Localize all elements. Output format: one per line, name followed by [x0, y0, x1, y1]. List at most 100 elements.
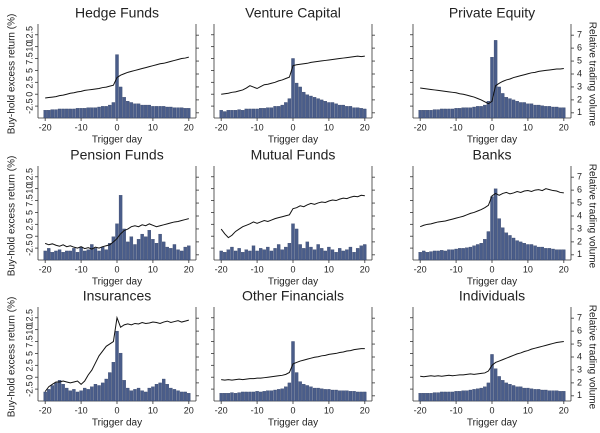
volume-bar [436, 109, 440, 119]
volume-bar [320, 248, 324, 261]
y-tick-label: -2.5 [24, 381, 34, 397]
volume-bar [230, 246, 234, 261]
volume-bar [497, 376, 501, 402]
volume-bar [540, 246, 544, 261]
volume-bar [244, 249, 248, 261]
volume-bar [122, 97, 126, 119]
volume-bar [147, 387, 151, 402]
volume-bar [233, 250, 238, 261]
volume-bar [447, 249, 451, 261]
x-axis-label: Trigger day [467, 277, 517, 288]
volume-bar [158, 106, 162, 119]
volume-bar [425, 393, 430, 402]
volume-bar [540, 105, 544, 119]
volume-bar [183, 108, 187, 119]
y-tick-label: 12.5 [24, 168, 34, 186]
x-tick-label: 10 [148, 405, 158, 415]
volume-bar [316, 387, 320, 402]
volume-bar [65, 387, 69, 402]
panel-title: Private Equity [449, 5, 535, 21]
x-tick-label: -10 [251, 405, 264, 415]
volume-bar [440, 108, 444, 119]
volume-bar [118, 195, 123, 261]
y2-tick-label: 1 [577, 390, 582, 400]
y-tick-label: -2.5 [24, 98, 34, 114]
volume-bar [341, 250, 345, 261]
volume-bar [425, 110, 430, 119]
volume-bar [172, 107, 177, 119]
volume-bar [223, 252, 227, 261]
volume-bar [237, 248, 241, 261]
volume-bar [100, 382, 105, 402]
volume-bar [450, 249, 455, 261]
volume-bar [522, 387, 526, 402]
y2-tick-label: 7 [577, 30, 582, 40]
volume-bar [273, 248, 277, 261]
y2-tick-label: 6 [577, 42, 582, 52]
volume-bar [61, 108, 65, 119]
volume-bar [126, 101, 130, 119]
volume-bar [486, 231, 491, 261]
volume-bar [458, 108, 462, 119]
volume-bar [176, 249, 180, 261]
y2-axis-label: Relative trading volume [586, 22, 597, 127]
volume-bar [359, 391, 363, 402]
volume-bar [479, 106, 483, 119]
volume-bar [86, 389, 90, 402]
volume-bar [108, 243, 112, 261]
volume-bar [269, 250, 274, 261]
volume-bar [47, 248, 51, 261]
volume-bar [519, 241, 523, 261]
volume-bar [352, 391, 356, 402]
volume-bar [126, 241, 130, 261]
volume-bar [255, 391, 259, 402]
volume-bar [90, 107, 94, 119]
volume-bar [43, 250, 47, 261]
volume-bar [259, 248, 263, 261]
volume-bar [330, 102, 335, 119]
volume-bar [108, 372, 112, 402]
volume-bar [551, 106, 555, 119]
volume-bar [330, 249, 335, 261]
x-tick-label: 20 [559, 405, 569, 415]
volume-bar [486, 101, 491, 119]
volume-bar [280, 104, 284, 119]
x-tick-label: 20 [360, 122, 370, 132]
y2-tick-label: 7 [577, 313, 582, 323]
panel-title: Banks [473, 147, 512, 163]
volume-bar [151, 239, 155, 261]
volume-bar [75, 108, 80, 119]
x-tick-label: 0 [114, 122, 119, 132]
x-tick-label: -10 [75, 264, 88, 274]
volume-bar [508, 98, 512, 119]
y2-tick-label: 6 [577, 184, 582, 194]
volume-bar [276, 244, 281, 261]
volume-bar [219, 250, 223, 261]
y2-tick-label: 2 [577, 236, 582, 246]
volume-bar [450, 108, 455, 119]
volume-bar [529, 103, 534, 119]
x-tick-label: -20 [215, 264, 228, 274]
volume-bar [479, 387, 483, 402]
y-tick-label: 0 [24, 92, 34, 97]
y-tick-label: 12.5 [24, 309, 34, 327]
volume-bar [504, 232, 509, 261]
volume-bar [93, 248, 98, 261]
y2-tick-label: 4 [577, 68, 582, 78]
volume-bar [136, 239, 141, 261]
volume-bar [554, 390, 559, 402]
volume-bar [432, 392, 437, 402]
volume-bar [100, 106, 105, 119]
volume-bar [547, 106, 552, 119]
volume-bar [65, 108, 69, 119]
volume-bar [57, 249, 62, 261]
volume-bar [454, 391, 458, 402]
volume-bar [544, 389, 548, 402]
y-tick-label: 0 [24, 234, 34, 239]
y-tick-label: 2.5 [24, 359, 34, 372]
volume-bar [320, 388, 324, 402]
y2-tick-label: 5 [577, 55, 582, 65]
x-tick-label: 20 [184, 122, 194, 132]
volume-bar [162, 241, 166, 261]
x-tick-label: 20 [184, 264, 194, 274]
